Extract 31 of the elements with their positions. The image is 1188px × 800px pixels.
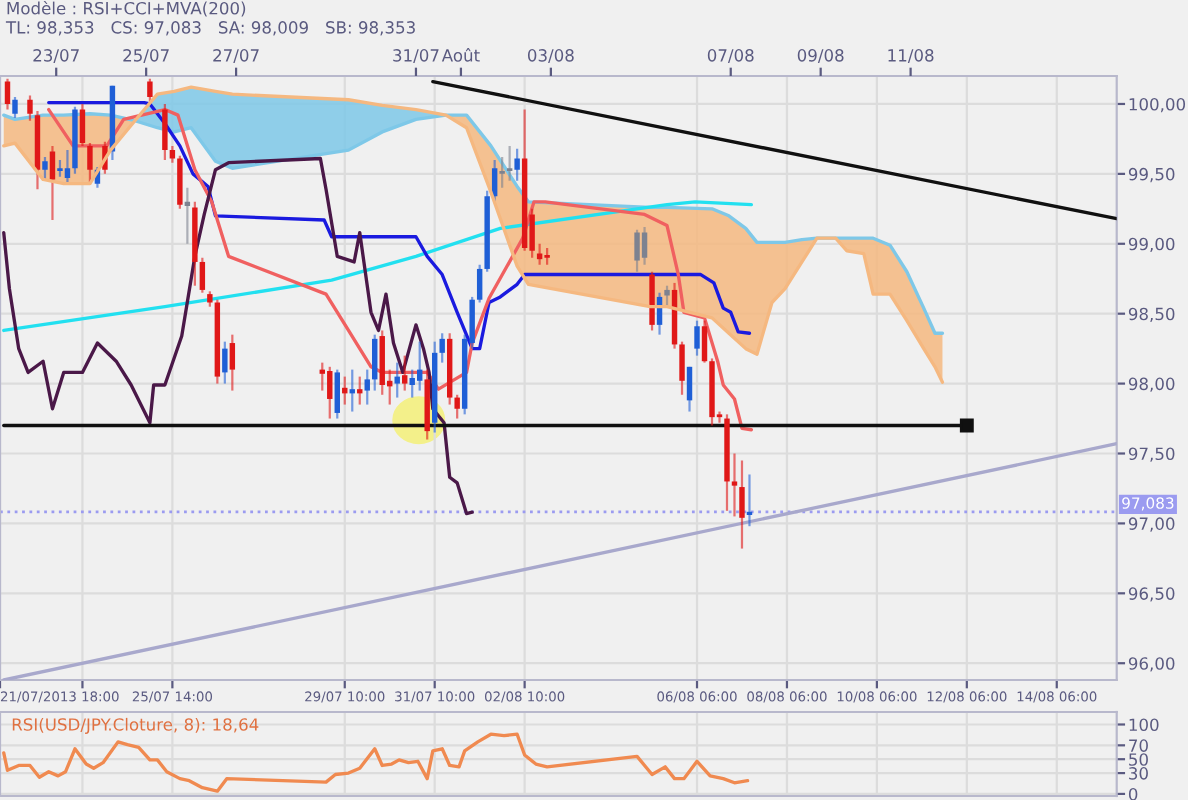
y-tick-label: 100: [1129, 718, 1159, 732]
y-tick-label: 97,50: [1128, 447, 1175, 462]
chart-title: RSI(USD/JPY.Cloture, 8): 18,64: [12, 717, 259, 734]
line-series: [47, 107, 754, 432]
x2-tick-label: 23/07: [33, 49, 79, 63]
y-tick-label: 99,50: [1128, 167, 1175, 183]
y-tick-label: 30: [1129, 767, 1148, 780]
line-series: [2, 200, 754, 333]
x2-tick-label: 03/08: [527, 49, 574, 63]
text: TL: 98,353 CS: 97,083 SA: 98,009 SB: 98,353: [5, 21, 415, 36]
x2-tick-label: 07/08: [707, 49, 754, 63]
x2-tick-label: Août: [441, 48, 480, 62]
text: Modèle : RSI+CCI+MVA(200): [7, 0, 246, 17]
line-series: [2, 156, 474, 516]
x2-tick-label: 27/07: [213, 49, 259, 63]
x2-tick-label: 31/07: [393, 49, 439, 63]
y-tick-label: 99,00: [1128, 237, 1175, 253]
y-tick-label: 96,50: [1128, 587, 1175, 602]
y-tick-label: 98,50: [1128, 307, 1175, 322]
y-tick-label: 0: [1128, 787, 1138, 800]
y-tick-label: 98,00: [1128, 377, 1175, 392]
x2-tick-label: 11/08: [888, 49, 934, 63]
line-series: [47, 100, 752, 351]
x2-tick-label: 25/07: [123, 49, 169, 63]
y-tick-label: 70: [1129, 739, 1148, 752]
x2-tick-label: 09/08: [797, 49, 844, 63]
y-tick-label: 50: [1129, 753, 1148, 766]
y-tick-label: 96,00: [1128, 657, 1175, 672]
y-tick-label: 100,00: [1129, 97, 1186, 113]
y-tick-label: 97,00: [1128, 517, 1175, 532]
line-series: [2, 732, 750, 793]
